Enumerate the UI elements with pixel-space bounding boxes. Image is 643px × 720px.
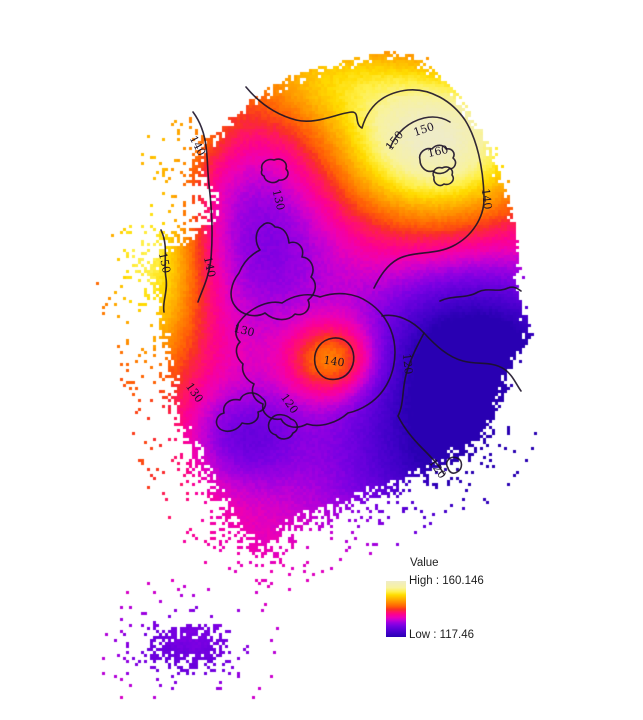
contour-label: 150	[383, 128, 406, 153]
contour-label: 150	[412, 120, 436, 139]
legend-title: Value	[410, 557, 439, 569]
contour-label: 130	[232, 322, 256, 340]
contour-line	[230, 222, 317, 321]
contour-label: 120	[400, 353, 415, 375]
contour-line	[313, 337, 355, 381]
legend-high-label: High : 160.146	[409, 575, 484, 587]
contour-line	[260, 158, 289, 184]
contour-line	[439, 286, 522, 302]
contour-label: 140	[479, 188, 494, 210]
legend-colorbar	[386, 581, 406, 637]
contour-line	[160, 229, 168, 313]
contour-line	[245, 86, 485, 289]
contour-line	[215, 392, 267, 432]
contour-line	[381, 314, 522, 392]
legend: Value High : 160.146 Low : 117.46	[386, 557, 536, 652]
legend-low-label: Low : 117.46	[409, 629, 475, 641]
contour-line	[389, 116, 451, 149]
contour-label: 140	[323, 354, 346, 370]
contour-label: 120	[278, 391, 301, 416]
contour-label: 120	[426, 456, 449, 481]
contour-line	[192, 111, 213, 303]
contour-label: 130	[183, 380, 206, 405]
contour-line	[267, 413, 299, 440]
contour-label: 140	[201, 255, 218, 278]
contour-line	[235, 292, 396, 428]
contour-label: 160	[426, 143, 449, 160]
contour-label: 150	[156, 251, 173, 274]
contour-line	[397, 332, 445, 475]
contour-label: 130	[270, 188, 288, 212]
contour-line	[432, 166, 455, 187]
contour-line	[445, 456, 463, 475]
